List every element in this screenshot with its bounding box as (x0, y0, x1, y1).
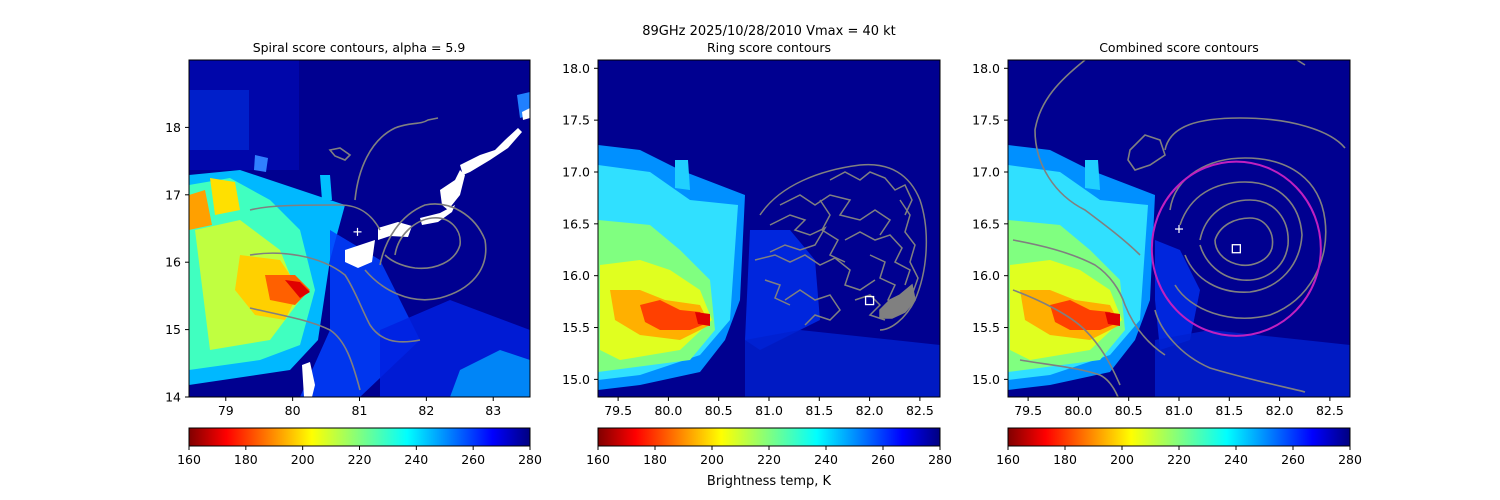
colorbar-tick-label: 240 (814, 452, 838, 467)
center-plus-marker (353, 227, 362, 236)
colorbar-gradient (188, 427, 531, 447)
y-tick-label: 18.0 (972, 61, 1000, 76)
spiral-white-mask (302, 108, 530, 397)
colorbar-tick-label: 260 (1281, 452, 1305, 467)
colorbar-tick-label: 280 (1338, 452, 1362, 467)
x-tick-label: 81.0 (1165, 403, 1193, 418)
colorbar-tick-label: 160 (586, 452, 610, 467)
colorbar-tick-label: 260 (871, 452, 895, 467)
x-tick-label: 80 (285, 403, 301, 418)
x-tick-label: 79 (218, 403, 234, 418)
colorbar-tick-label: 240 (1224, 452, 1248, 467)
panel-ring: Ring score contours (562, 40, 952, 489)
colorbar-tick-label: 180 (1053, 452, 1077, 467)
x-tick-label: 81.0 (755, 403, 783, 418)
y-tick-label: 15.0 (562, 372, 590, 387)
figure-suptitle: 89GHz 2025/10/28/2010 Vmax = 40 kt (642, 24, 896, 39)
colorbar-label: Brightness temp, K (707, 474, 832, 489)
colorbar-tick-label: 280 (928, 452, 952, 467)
colorbar-ticks: 160 180 200 220 240 260 280 (586, 446, 952, 467)
y-tick-label: 17.0 (562, 164, 590, 179)
colorbar-tick-label: 200 (700, 452, 724, 467)
y-tick-label: 17.0 (972, 164, 1000, 179)
colorbar-ticks: 160 180 200 220 240 260 280 (177, 446, 542, 467)
x-tick-label: 81 (352, 403, 368, 418)
colorbar-tick-label: 260 (461, 452, 485, 467)
ring-contours (754, 163, 928, 331)
y-tick-label: 17.5 (562, 113, 590, 128)
y-tick-label: 16.0 (972, 268, 1000, 283)
colorbar: 160 180 200 220 240 260 280 (586, 427, 952, 467)
panel-title: Ring score contours (707, 40, 831, 55)
y-tick-label: 15.5 (972, 320, 1000, 335)
y-tick-label: 16.0 (562, 268, 590, 283)
heatmap-image (598, 60, 940, 397)
x-tick-label: 79.5 (604, 403, 632, 418)
colorbar-tick-label: 280 (518, 452, 542, 467)
markers (353, 227, 362, 236)
center-plus-marker (1175, 225, 1183, 234)
colorbar-tick-label: 200 (1110, 452, 1134, 467)
x-tick-label: 83 (485, 403, 501, 418)
colorbar-tick-label: 180 (234, 452, 258, 467)
x-tick-label: 82.5 (1316, 403, 1344, 418)
x-tick-label: 81.5 (805, 403, 833, 418)
y-tick-label: 17.5 (972, 113, 1000, 128)
markers (1150, 160, 1322, 337)
panel-title: Combined score contours (1099, 40, 1259, 55)
ring-circle (1150, 160, 1322, 337)
x-tick-label: 79.5 (1014, 403, 1042, 418)
x-tick-label: 80.0 (654, 403, 682, 418)
colorbar-tick-label: 200 (291, 452, 315, 467)
panel-combined: Combined score contours (972, 40, 1362, 467)
colorbar-gradient (1007, 427, 1351, 447)
colorbar-tick-label: 220 (348, 452, 372, 467)
axes-ticks: 79.5 80.0 80.5 81.0 81.5 82.0 82.5 15.0 15.5 16.0… (562, 61, 934, 418)
x-tick-label: 82.5 (906, 403, 934, 418)
y-tick-label: 15 (165, 322, 181, 337)
axes-ticks: 79 80 81 82 83 14 15 16 17 18 (165, 120, 501, 418)
colorbar-gradient (597, 427, 941, 447)
markers (864, 295, 875, 306)
colorbar-tick-label: 240 (404, 452, 428, 467)
center-square-marker (864, 295, 875, 306)
center-square-marker (1231, 244, 1241, 254)
colorbar-tick-label: 220 (757, 452, 781, 467)
spiral-contours (249, 117, 487, 391)
y-tick-label: 18 (165, 120, 181, 135)
combined-contours (1012, 60, 1346, 397)
x-tick-label: 82.0 (856, 403, 884, 418)
colorbar-ticks: 160 180 200 220 240 260 280 (996, 446, 1362, 467)
panel-spiral: Spiral score contours, alpha = 5.9 (165, 40, 542, 467)
x-tick-label: 82.0 (1266, 403, 1294, 418)
x-tick-label: 80.5 (1115, 403, 1143, 418)
colorbar-tick-label: 160 (996, 452, 1020, 467)
heatmap-image (189, 60, 530, 397)
colorbar-tick-label: 160 (177, 452, 201, 467)
colorbar-tick-label: 220 (1167, 452, 1191, 467)
panel-title: Spiral score contours, alpha = 5.9 (253, 40, 466, 55)
x-tick-label: 81.5 (1215, 403, 1243, 418)
y-tick-label: 17 (165, 187, 181, 202)
x-tick-label: 80.5 (705, 403, 733, 418)
y-tick-label: 16 (165, 255, 181, 270)
colorbar: 160 180 200 220 240 260 280 (996, 427, 1362, 467)
y-tick-label: 15.5 (562, 320, 590, 335)
y-tick-label: 14 (165, 390, 181, 405)
y-tick-label: 18.0 (562, 61, 590, 76)
colorbar-tick-label: 180 (643, 452, 667, 467)
y-tick-label: 16.5 (562, 216, 590, 231)
x-tick-label: 80.0 (1064, 403, 1092, 418)
x-tick-label: 82 (418, 403, 434, 418)
colorbar: 160 180 200 220 240 260 280 (177, 427, 542, 467)
heatmap-image (1008, 60, 1350, 397)
y-tick-label: 15.0 (972, 372, 1000, 387)
axes-ticks: 79.5 80.0 80.5 81.0 81.5 82.0 82.5 15.0 15.5 16.0… (972, 61, 1344, 418)
y-tick-label: 16.5 (972, 216, 1000, 231)
